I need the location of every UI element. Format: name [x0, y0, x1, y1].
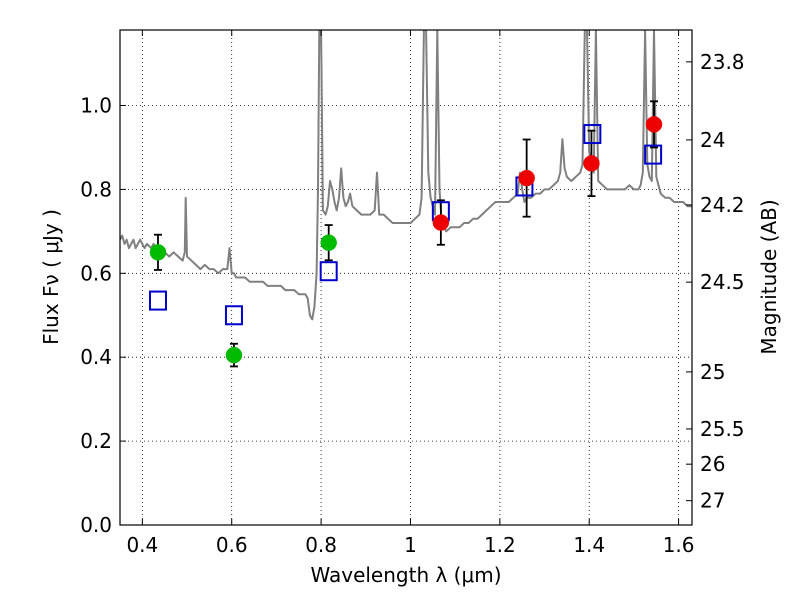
model-photometry-square: [644, 144, 663, 165]
x-axis-title: Wavelength λ (μm): [310, 563, 501, 587]
observed-flux-point: [320, 234, 337, 251]
y-axis-title: Flux Fν ( μJy ): [39, 209, 63, 345]
spectrum-line: [120, 30, 692, 321]
x-tick-label: 1.2: [484, 533, 516, 557]
observed-flux-point: [645, 116, 663, 133]
spectrum-layer: [120, 30, 692, 321]
y2-tick-label: 26: [700, 452, 725, 476]
y2-tick-label: 25: [700, 360, 725, 384]
y-tick-label: 1.0: [80, 94, 112, 118]
observed-flux-point: [149, 244, 167, 261]
y2-tick-label: 23.8: [700, 50, 745, 74]
model-photometry-square: [148, 290, 167, 311]
model-photometry-square: [224, 305, 243, 326]
x-tick-label: 1.6: [663, 533, 695, 557]
y2-tick-label: 24: [700, 128, 725, 152]
y-tick-label: 0.2: [80, 429, 112, 453]
model-photometry-square: [319, 261, 338, 282]
observed-flux-point: [583, 155, 600, 172]
y2-axis-title: Magnitude (AB): [757, 199, 781, 354]
y-tick-label: 0.6: [80, 261, 112, 285]
x-tick-label: 0.8: [305, 533, 337, 557]
observed-flux-point: [518, 169, 535, 187]
point-layer: [148, 116, 663, 364]
y2-tick-label: 25.5: [700, 417, 745, 441]
y2-tick-label: 27: [700, 489, 725, 513]
observed-flux-point: [432, 214, 450, 231]
y-axis-ticks: 0.0 0.2 0.4 0.6 0.8 1.0: [80, 94, 126, 537]
y-tick-label: 0.4: [80, 345, 112, 369]
y2-tick-label: 24.5: [700, 270, 745, 294]
y-tick-label: 0.8: [80, 177, 112, 201]
x-tick-label: 1: [404, 533, 417, 557]
plot-frame: [119, 29, 693, 526]
model-photometry-square: [583, 124, 602, 145]
x-tick-label: 0.4: [126, 533, 158, 557]
y2-tick-label: 24.2: [700, 193, 745, 217]
observed-flux-point: [225, 346, 243, 364]
y-tick-label: 0.0: [80, 513, 112, 537]
x-axis-ticks: 0.4 0.6 0.8 1 1.2 1.4 1.6: [126, 30, 695, 557]
grid-lines: [120, 30, 692, 525]
y2-axis-ticks: 23.8 24 24.2 24.5 25 25.5 26 27: [686, 50, 745, 513]
x-tick-label: 1.4: [573, 533, 605, 557]
x-tick-label: 0.6: [216, 533, 248, 557]
